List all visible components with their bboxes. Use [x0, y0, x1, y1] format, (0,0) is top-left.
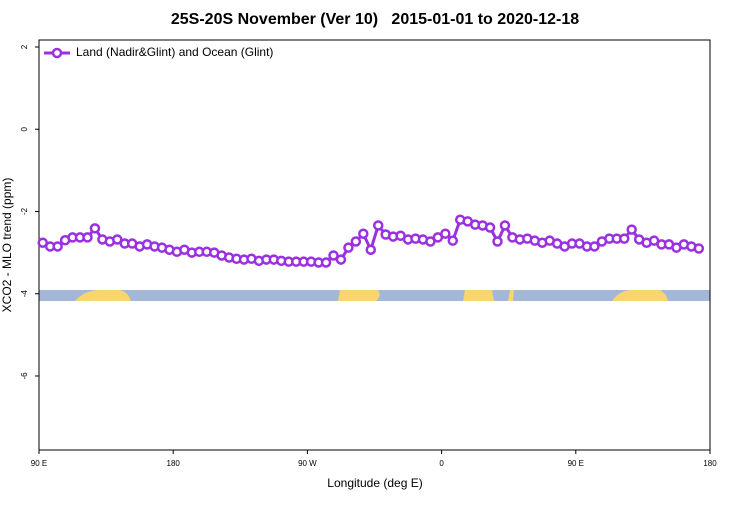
point: [619, 233, 630, 244]
point: [358, 228, 369, 239]
land-ocean-band: [39, 290, 710, 301]
land: [463, 290, 494, 301]
point: [440, 228, 451, 239]
point: [499, 220, 511, 231]
point: [372, 220, 384, 231]
legend-label: Land (Nadir&Glint) and Ocean (Glint): [76, 45, 273, 59]
point: [328, 250, 339, 261]
point: [626, 224, 637, 235]
point: [365, 244, 377, 255]
point: [335, 254, 347, 265]
point: [447, 235, 459, 246]
x-axis-label: Longitude (deg E): [327, 476, 422, 490]
point: [350, 236, 362, 247]
point: [693, 243, 705, 254]
y-tick-label: 0: [20, 126, 29, 131]
point: [484, 222, 496, 233]
land: [612, 290, 668, 301]
y-axis-label: XCO2 - MLO trend (ppm): [0, 178, 14, 313]
x-tick-label: 90 E: [31, 459, 47, 468]
chart-title: 25S-20S November (Ver 10) 2015-01-01 to …: [171, 11, 579, 28]
x-tick-label: 90 E: [568, 459, 584, 468]
y-tick-label: -6: [20, 372, 29, 380]
point: [492, 236, 503, 247]
x-tick-label: 180: [703, 459, 717, 468]
legend-marker: [51, 47, 63, 59]
y-tick-label: 2: [20, 44, 29, 49]
point: [320, 257, 332, 268]
point: [343, 242, 354, 253]
land: [508, 290, 514, 301]
point: [112, 234, 123, 245]
point: [52, 241, 63, 252]
point: [89, 223, 101, 234]
y-tick-label: -2: [20, 207, 29, 215]
x-tick-label: 180: [167, 459, 181, 468]
y-tick-label: -4: [20, 290, 29, 298]
point: [425, 236, 436, 247]
land: [75, 290, 131, 301]
land: [338, 290, 380, 301]
point: [589, 241, 600, 252]
x-tick-label: 90 W: [298, 459, 317, 468]
x-tick-label: 0: [439, 459, 444, 468]
point: [82, 232, 93, 243]
